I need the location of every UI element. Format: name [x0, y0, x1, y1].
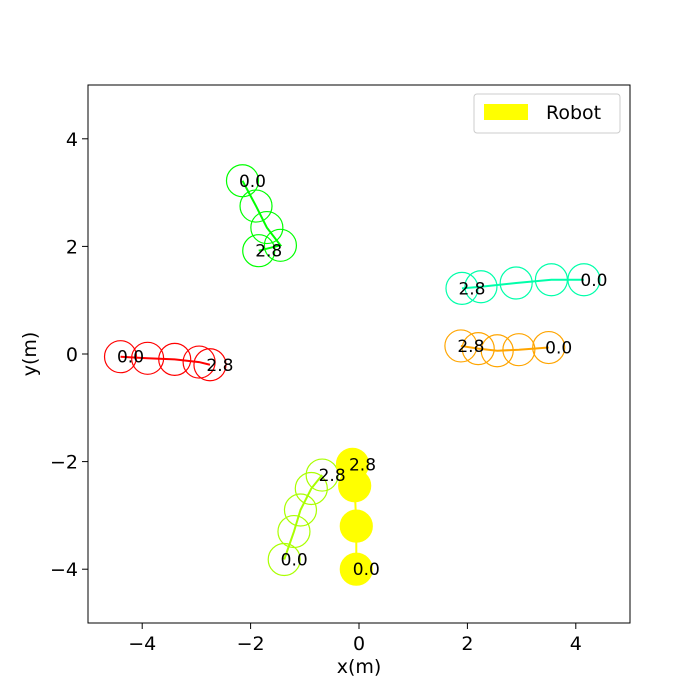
- agent-position-marker: [131, 341, 165, 375]
- time-label-end: 2.8: [319, 466, 346, 486]
- agent-position-marker: [158, 342, 192, 376]
- legend-label-robot: Robot: [546, 102, 601, 124]
- y-tick-label: −2: [50, 452, 78, 474]
- agent-position-marker: [502, 333, 536, 367]
- time-label-start: 0.0: [281, 551, 308, 571]
- robot-position-marker: [335, 447, 370, 481]
- x-tick-label: −2: [237, 633, 265, 655]
- y-tick-label: 0: [66, 344, 78, 366]
- y-axis-ticks: −4 −2 0 2 4: [50, 129, 88, 581]
- legend-box: [473, 93, 621, 134]
- agent-position-marker: [283, 493, 318, 527]
- agent-position-marker: [182, 345, 216, 379]
- time-label-start: 0.0: [580, 271, 607, 291]
- agent-path-line: [120, 355, 211, 366]
- agent-track-0: [225, 164, 298, 268]
- agent-position-marker: [250, 210, 284, 245]
- agent-position-marker: [193, 348, 227, 382]
- agent-track-2: [444, 329, 566, 368]
- time-label-end: 2.8: [457, 337, 484, 357]
- agent-track-3: [103, 340, 227, 382]
- agents-layer: [103, 164, 601, 577]
- x-tick-label: −4: [128, 633, 156, 655]
- agent-position-marker: [534, 263, 569, 297]
- agent-position-marker: [445, 271, 479, 305]
- time-label-end: 2.8: [349, 455, 376, 475]
- x-axis-ticks: −4 −2 0 2 4: [128, 623, 582, 655]
- time-labels-layer: 0.0 2.8 0.0 2.8 0.0 2.8 0.0 2.8 0.0 2.8 0.0 2.8: [117, 172, 607, 580]
- agent-position-marker: [499, 266, 533, 300]
- robot-position-marker: [339, 509, 373, 543]
- x-tick-label: 4: [570, 633, 582, 655]
- agent-position-marker: [239, 189, 273, 223]
- agent-position-marker: [444, 329, 478, 363]
- legend: Robot: [473, 93, 621, 134]
- agent-position-marker: [242, 234, 276, 268]
- agent-position-marker: [464, 270, 498, 304]
- time-label-start: 0.0: [353, 560, 380, 580]
- time-label-end: 2.8: [255, 242, 282, 262]
- x-axis-label: x(m): [337, 656, 382, 678]
- agent-position-marker: [294, 471, 328, 506]
- agent-path-line: [241, 180, 283, 252]
- agent-position-marker: [461, 332, 495, 366]
- x-tick-label: 0: [353, 633, 365, 655]
- legend-swatch-robot: [484, 104, 528, 120]
- agent-track-1: [445, 263, 601, 305]
- y-tick-label: 2: [66, 236, 78, 258]
- agent-position-marker: [532, 330, 566, 365]
- x-tick-label: 2: [461, 633, 473, 655]
- y-axis-label: y(m): [19, 332, 41, 377]
- agent-position-marker: [103, 340, 138, 374]
- robot-position-marker: [339, 552, 373, 586]
- y-tick-label: −4: [50, 559, 78, 581]
- agent-position-marker: [277, 514, 311, 549]
- agent-position-marker: [305, 458, 339, 492]
- agent-path-line: [283, 474, 323, 560]
- time-label-end: 2.8: [206, 356, 233, 376]
- time-label-start: 0.0: [239, 172, 266, 192]
- agent-path-line: [461, 278, 584, 290]
- time-label-start: 0.0: [545, 339, 572, 359]
- y-tick-label: 4: [66, 129, 78, 151]
- agent-path-line: [460, 344, 549, 352]
- time-label-end: 2.8: [458, 279, 485, 299]
- agent-track-4: [267, 458, 339, 577]
- agent-position-marker: [263, 228, 298, 262]
- time-label-start: 0.0: [117, 348, 144, 368]
- agent-position-marker: [480, 334, 514, 368]
- robot-layer: [335, 447, 373, 586]
- robot-track: [335, 447, 373, 586]
